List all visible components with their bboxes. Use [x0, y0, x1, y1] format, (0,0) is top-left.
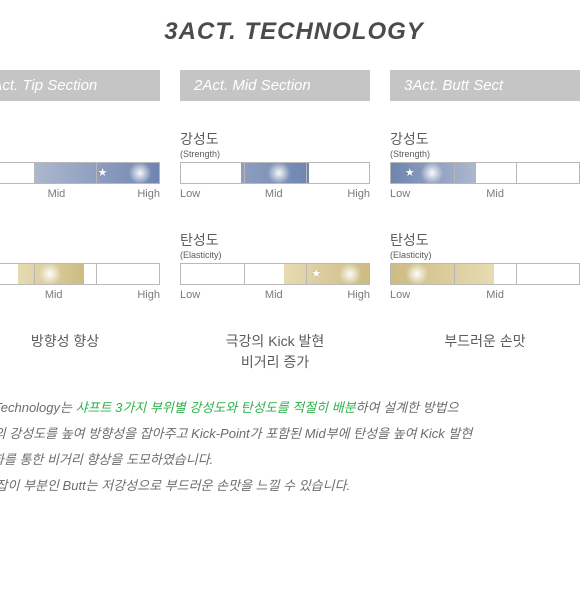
star-icon: ★ — [311, 267, 321, 280]
gauge-track — [390, 263, 580, 285]
description-line: Act. Technology는 샤프트 3가지 부위별 강성도와 탄성도를 적… — [0, 395, 582, 421]
gauge-fill — [241, 163, 309, 183]
gauge-fill — [284, 264, 369, 284]
gauge-track — [0, 263, 160, 285]
column-1: 2Act. Mid Section 강성도(Strength) Low Mid High… — [180, 70, 370, 373]
gauge-scale: Low Mid High — [180, 188, 370, 200]
column-caption: 부드러운 손맛 — [390, 331, 580, 373]
gauge-scale: Low Mid — [390, 188, 580, 200]
scale-label: Mid — [486, 188, 504, 200]
column-2: 3Act. Butt Sect강성도(Strength)★LowMid탄성도(E… — [390, 70, 580, 373]
gauge-sublabel: (Elasticity) — [390, 250, 580, 260]
star-icon: ★ — [98, 166, 108, 179]
gauge-sublabel: (Elasticity) — [180, 250, 370, 260]
gauge-scale: vMidHigh — [0, 188, 160, 200]
description-line: ip 부의 강성도를 높여 방향성을 잡아주고 Kick-Point가 포함된 … — [0, 421, 582, 447]
gauge-fill — [18, 264, 84, 284]
section-header: 2Act. Mid Section — [180, 70, 370, 101]
gauge-sublabel: (Strength) — [390, 149, 580, 159]
gauge-scale: Mid High — [0, 289, 160, 301]
scale-label: Low — [180, 188, 200, 200]
description-line: 극대화를 통한 비거리 향상을 도모하였습니다. — [0, 447, 582, 473]
page-title: 3ACT. TECHNOLOGY — [0, 18, 588, 46]
columns-row: 1Act. Tip Section성도rength)★vMidHigh성도ast… — [0, 70, 588, 373]
description-block: Act. Technology는 샤프트 3가지 부위별 강성도와 탄성도를 적… — [0, 395, 588, 499]
gauge-track: ★ — [180, 263, 370, 285]
gauge-fill — [391, 264, 494, 284]
gauge-fill — [391, 163, 476, 183]
gauge-label: 강성도 — [390, 129, 580, 149]
gauge-track — [180, 162, 370, 184]
column-0: 1Act. Tip Section성도rength)★vMidHigh성도ast… — [0, 70, 160, 373]
scale-label: High — [137, 188, 160, 200]
gauge-block: 강성도(Strength) ★ Low Mid — [390, 129, 580, 200]
scale-label: Mid — [265, 289, 283, 301]
scale-label: Mid — [265, 188, 283, 200]
section-header: 1Act. Tip Section — [0, 70, 160, 101]
gauge-scale: Low Mid High — [180, 289, 370, 301]
section-header: 3Act. Butt Sect — [390, 70, 580, 101]
scale-label: Mid — [45, 289, 63, 301]
star-icon: ★ — [405, 166, 415, 179]
scale-label: Low — [180, 289, 200, 301]
gauge-block: 성도rength)★vMidHigh — [0, 129, 160, 200]
description-line: 한 손잡이 부분인 Butt는 저강성으로 부드러운 손맛을 느낄 수 있습니다… — [0, 473, 582, 499]
gauge-block: 탄성도(Elasticity) Low Mid — [390, 230, 580, 301]
gauge-block: 성도asticity) Mid High — [0, 230, 160, 301]
column-caption: 극강의 Kick 발현비거리 증가 — [180, 331, 370, 373]
gauge-block: 탄성도(Elasticity) ★ Low Mid High — [180, 230, 370, 301]
gauge-label: 탄성도 — [390, 230, 580, 250]
scale-label: High — [137, 289, 160, 301]
scale-label: High — [347, 188, 370, 200]
gauge-label: 성도 — [0, 230, 160, 250]
scale-label: Low — [390, 188, 410, 200]
gauge-sublabel: asticity) — [0, 250, 160, 260]
gauge-scale: Low Mid — [390, 289, 580, 301]
gauge-label: 탄성도 — [180, 230, 370, 250]
gauge-track: ★ — [0, 162, 160, 184]
gauge-label: 성도 — [0, 129, 160, 149]
column-caption: 방향성 향상 — [0, 331, 160, 373]
scale-label: Mid — [486, 289, 504, 301]
gauge-sublabel: rength) — [0, 149, 160, 159]
scale-label: Low — [390, 289, 410, 301]
gauge-track: ★ — [390, 162, 580, 184]
scale-label: High — [347, 289, 370, 301]
scale-label: Mid — [48, 188, 66, 200]
gauge-block: 강성도(Strength) Low Mid High — [180, 129, 370, 200]
gauge-sublabel: (Strength) — [180, 149, 370, 159]
gauge-label: 강성도 — [180, 129, 370, 149]
